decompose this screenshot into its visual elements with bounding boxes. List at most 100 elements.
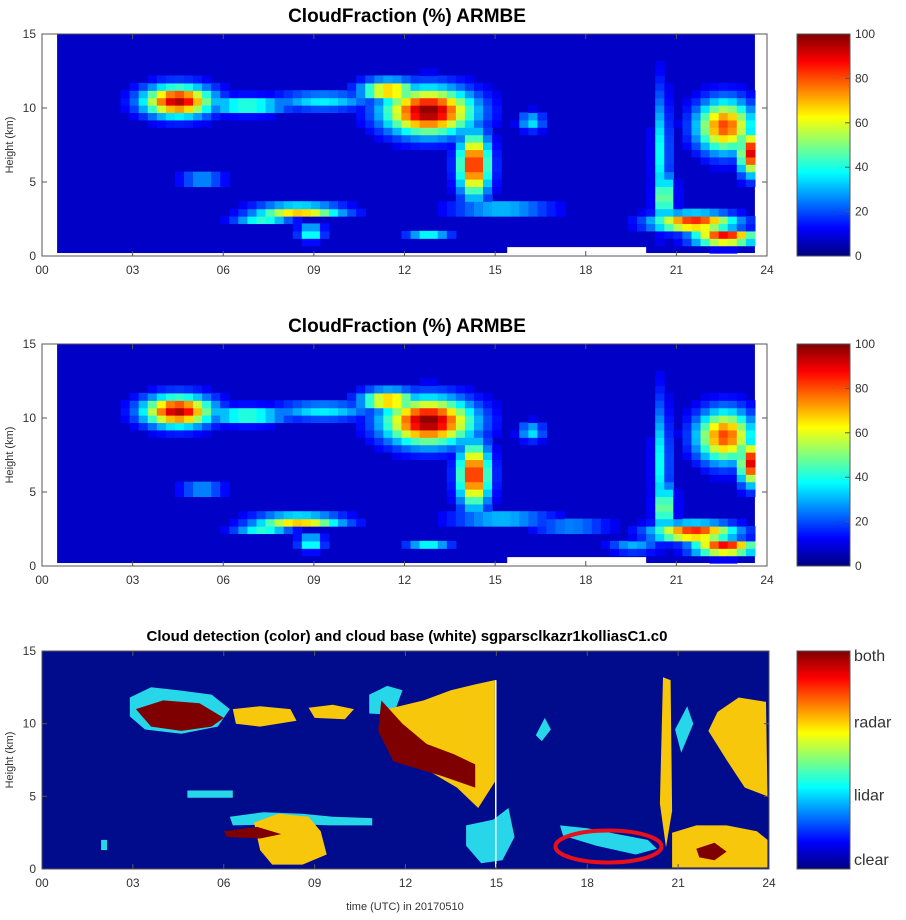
cloud-fraction-cell: [483, 119, 493, 128]
cloud-fraction-cell: [356, 97, 366, 106]
cloud-fraction-cell: [120, 105, 131, 114]
cloud-fraction-cell: [310, 540, 321, 549]
cloud-fraction-cell: [664, 526, 674, 535]
cloud-fraction-cell: [691, 127, 702, 136]
cloud-fraction-cell: [473, 105, 484, 114]
cloud-fraction-cell: [727, 437, 738, 446]
cloud-fraction-cell: [392, 127, 403, 136]
cloud-fraction-cell: [410, 415, 421, 424]
cloud-fraction-cell: [736, 452, 747, 461]
detection-region-lidar: [187, 790, 233, 798]
cloud-fraction-cell: [718, 149, 729, 158]
cloud-fraction-cell: [745, 223, 756, 232]
cloud-fraction-cell: [401, 134, 412, 143]
cloud-fraction-cell: [428, 97, 439, 106]
cloud-fraction-cell: [646, 540, 656, 549]
cloud-fraction-cell: [501, 208, 511, 217]
cloud-fraction-cell: [483, 503, 493, 512]
cloud-fraction-cell: [673, 193, 684, 202]
cloud-fraction-cell: [709, 526, 720, 535]
cloud-fraction-cell: [709, 82, 720, 91]
cloud-fraction-cell: [510, 201, 520, 210]
cloud-fraction-cell: [736, 407, 747, 416]
y-tick-label: 10: [23, 411, 37, 425]
cloud-fraction-cell: [165, 105, 176, 114]
cloud-fraction-cell: [727, 400, 738, 409]
cloud-fraction-cell: [718, 533, 729, 542]
cloud-fraction-cell: [736, 119, 747, 128]
cloud-fraction-cell: [183, 429, 194, 438]
cloud-fraction-cell: [709, 400, 720, 409]
colorbar-tick-label: 100: [855, 337, 875, 351]
cloud-fraction-cell: [428, 407, 439, 416]
panel-2-ylabel: Height (km): [4, 427, 16, 484]
cloud-fraction-cells: [120, 370, 756, 564]
cloud-fraction-cell: [211, 489, 221, 498]
cloud-fraction-cell: [546, 511, 557, 520]
x-tick-label: 03: [126, 263, 140, 277]
cloud-fraction-cell: [483, 444, 493, 453]
cloud-fraction-cell: [700, 444, 711, 453]
cloud-fraction-cell: [220, 90, 230, 99]
cloud-fraction-cell: [220, 407, 230, 416]
cloud-fraction-cell: [664, 134, 674, 143]
cloud-fraction-cell: [319, 533, 330, 542]
cloud-fraction-cell: [156, 119, 167, 128]
cloud-fraction-cell: [691, 437, 702, 446]
cloud-fraction-cell: [265, 526, 276, 535]
cloud-fraction-cell: [374, 119, 384, 128]
y-tick-label: 15: [23, 644, 37, 658]
cloud-fraction-cell: [247, 526, 258, 535]
cloud-fraction-cell: [700, 142, 711, 151]
cloud-fraction-cell: [709, 208, 720, 217]
cloud-fraction-cell: [328, 208, 339, 217]
cloud-fraction-cell: [356, 208, 366, 217]
cloud-fraction-cell: [473, 392, 484, 401]
cloud-fraction-cell: [745, 548, 756, 557]
cloud-fraction-cell: [347, 407, 357, 416]
cloud-fraction-cell: [455, 503, 466, 512]
cloud-fraction-cell: [129, 90, 140, 99]
cloud-fraction-cell: [664, 149, 674, 158]
cloud-fraction-cell: [274, 407, 285, 416]
cloud-fraction-cell: [183, 119, 194, 128]
cloud-fraction-cell: [736, 422, 747, 431]
cloud-fraction-cell: [664, 496, 674, 505]
cloud-fraction-cell: [383, 82, 394, 91]
cloud-fraction-cell: [745, 179, 756, 188]
cloud-fraction-cell: [220, 422, 230, 431]
cloud-fraction-cell: [691, 105, 702, 114]
highlight-ellipse: [553, 828, 664, 865]
cloud-fraction-cell: [428, 437, 439, 446]
cloud-fraction-cell: [428, 75, 439, 84]
cloud-fraction-cell: [238, 112, 249, 121]
cloud-fraction-cell: [700, 548, 711, 557]
cloud-fraction-cell: [319, 407, 330, 416]
cloud-fraction-cell: [428, 112, 439, 121]
cloud-fraction-cell: [401, 444, 412, 453]
cloud-fraction-cell: [401, 230, 412, 239]
cloud-fraction-cell: [745, 526, 756, 535]
cloud-fraction-cell: [374, 90, 384, 99]
cloud-fraction-cell: [202, 489, 212, 498]
cloud-fraction-cell: [446, 489, 457, 498]
panel-1-plot-area: 00 03 06 09 12 15 18 21 24 0 5 10 15: [23, 27, 774, 277]
cloud-fraction-cell: [727, 526, 738, 535]
x-tick-label: 15: [488, 263, 502, 277]
cloud-fraction-cell: [202, 119, 212, 128]
cloud-fraction-cell: [392, 142, 403, 151]
cloud-fraction-cell: [655, 156, 665, 165]
cloud-fraction-cell: [455, 82, 466, 91]
cloud-fraction-cell: [673, 238, 684, 247]
cloud-fraction-cell: [691, 142, 702, 151]
cloud-fraction-cell: [718, 452, 729, 461]
x-tick-label: 15: [490, 876, 504, 890]
cloud-fraction-cell: [283, 208, 294, 217]
cloud-fraction-cell: [338, 518, 348, 527]
cloud-fraction-cell: [392, 134, 403, 143]
cloud-fraction-cell: [609, 540, 620, 549]
cloud-fraction-cell: [338, 97, 348, 106]
cloud-fraction-cell: [464, 75, 475, 84]
cloud-fraction-cell: [664, 540, 674, 549]
cloud-fraction-cell: [211, 105, 221, 114]
